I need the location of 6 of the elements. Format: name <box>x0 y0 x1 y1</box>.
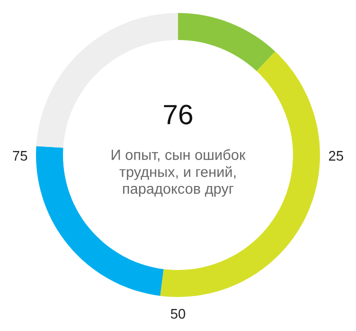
text: И опыт, сын ошибок трудных, и гений, парадоксов друг <box>112 149 246 197</box>
text: 76 <box>164 104 192 124</box>
text: 50 <box>170 308 186 319</box>
text: 75 <box>12 151 28 161</box>
donut-slice <box>178 13 276 72</box>
text: 25 <box>328 150 344 161</box>
